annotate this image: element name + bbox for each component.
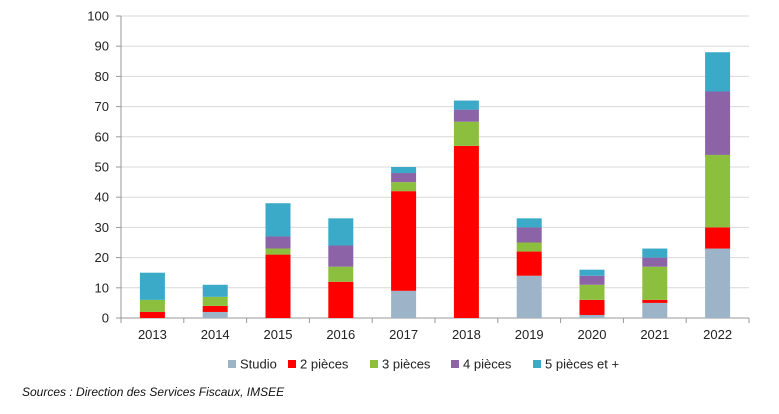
bar-segment bbox=[139, 311, 165, 318]
bar-segment bbox=[328, 281, 354, 318]
source-note: Sources : Direction des Services Fiscaux… bbox=[22, 385, 285, 399]
bar-segment bbox=[516, 275, 542, 318]
bar-segment bbox=[391, 290, 417, 318]
legend-label: 3 pièces bbox=[382, 357, 431, 372]
bar-segment bbox=[328, 266, 354, 282]
bar-segment bbox=[516, 251, 542, 276]
bar-segment bbox=[391, 167, 417, 174]
x-tick-label: 2022 bbox=[703, 327, 732, 342]
bar-segment bbox=[516, 227, 542, 243]
bar-segment bbox=[139, 272, 165, 300]
x-tick-label: 2014 bbox=[201, 327, 230, 342]
bar-segment bbox=[642, 257, 668, 267]
x-tick-label: 2019 bbox=[515, 327, 544, 342]
legend-swatch bbox=[533, 360, 541, 368]
bar-segment bbox=[579, 314, 605, 318]
bar-segment bbox=[453, 100, 479, 110]
bar-segment bbox=[328, 245, 354, 267]
bar-segment bbox=[642, 299, 668, 303]
bar-segment bbox=[265, 203, 291, 237]
x-tick-label: 2015 bbox=[264, 327, 293, 342]
legend-swatch bbox=[451, 360, 459, 368]
bar-segment bbox=[579, 299, 605, 315]
bar-segment bbox=[265, 236, 291, 249]
legend-swatch bbox=[228, 360, 236, 368]
x-tick-labels: 2013 2014 2015 2016 2017 2018 2019 2020 2021 2022 bbox=[138, 327, 732, 342]
bar-segment bbox=[705, 91, 731, 155]
bar-segment bbox=[516, 242, 542, 252]
x-tick-label: 2017 bbox=[389, 327, 418, 342]
y-tick-label: 30 bbox=[95, 220, 109, 235]
bar-segment bbox=[579, 275, 605, 285]
legend-swatch bbox=[288, 360, 296, 368]
y-tick-label: 50 bbox=[95, 160, 109, 175]
bar-segment bbox=[391, 173, 417, 183]
y-tick-label: 100 bbox=[87, 9, 109, 24]
x-tick-label: 2016 bbox=[326, 327, 355, 342]
bar-segment bbox=[265, 248, 291, 255]
bar-segment bbox=[705, 248, 731, 318]
bar-segment bbox=[453, 145, 479, 318]
bar-segment bbox=[705, 227, 731, 249]
y-tick-label: 80 bbox=[95, 69, 109, 84]
bar-segment bbox=[202, 311, 228, 318]
grid-lines bbox=[121, 15, 749, 289]
legend-label: 4 pièces bbox=[463, 357, 512, 372]
y-tick-label: 90 bbox=[95, 39, 109, 54]
bar-segment bbox=[202, 284, 228, 297]
x-tick-label: 2020 bbox=[578, 327, 607, 342]
bar-segment bbox=[453, 121, 479, 146]
x-tick-label: 2018 bbox=[452, 327, 481, 342]
legend-swatch bbox=[370, 360, 378, 368]
bars bbox=[139, 52, 731, 318]
bar-segment bbox=[202, 305, 228, 312]
bar-segment bbox=[202, 296, 228, 306]
bar-segment bbox=[705, 52, 731, 92]
y-tick-label: 20 bbox=[95, 250, 109, 265]
legend-label: Studio bbox=[240, 357, 277, 372]
bar-segment bbox=[642, 302, 668, 318]
y-tick-label: 70 bbox=[95, 99, 109, 114]
x-tick-label: 2021 bbox=[640, 327, 669, 342]
bar-segment bbox=[705, 154, 731, 228]
y-tick-label: 0 bbox=[102, 311, 109, 326]
bar-segment bbox=[642, 266, 668, 300]
y-tick-label: 60 bbox=[95, 129, 109, 144]
bar-segment bbox=[453, 109, 479, 122]
legend: Studio 2 pièces 3 pièces 4 pièces 5 pièces e… bbox=[228, 357, 619, 372]
bar-segment bbox=[391, 191, 417, 291]
bar-segment bbox=[139, 299, 165, 312]
bar-segment bbox=[579, 284, 605, 300]
bar-segment bbox=[391, 182, 417, 192]
x-tick-label: 2013 bbox=[138, 327, 167, 342]
bar-segment bbox=[579, 269, 605, 276]
bar-segment bbox=[265, 254, 291, 318]
bar-segment bbox=[516, 218, 542, 228]
bar-segment bbox=[642, 248, 668, 258]
legend-label: 5 pièces et + bbox=[545, 357, 619, 372]
legend-label: 2 pièces bbox=[300, 357, 349, 372]
bar-segment bbox=[328, 218, 354, 246]
y-tick-label: 40 bbox=[95, 190, 109, 205]
y-tick-label: 10 bbox=[95, 280, 109, 295]
y-tick-labels: 0 10 20 30 40 50 60 70 80 90 100 bbox=[87, 9, 109, 326]
